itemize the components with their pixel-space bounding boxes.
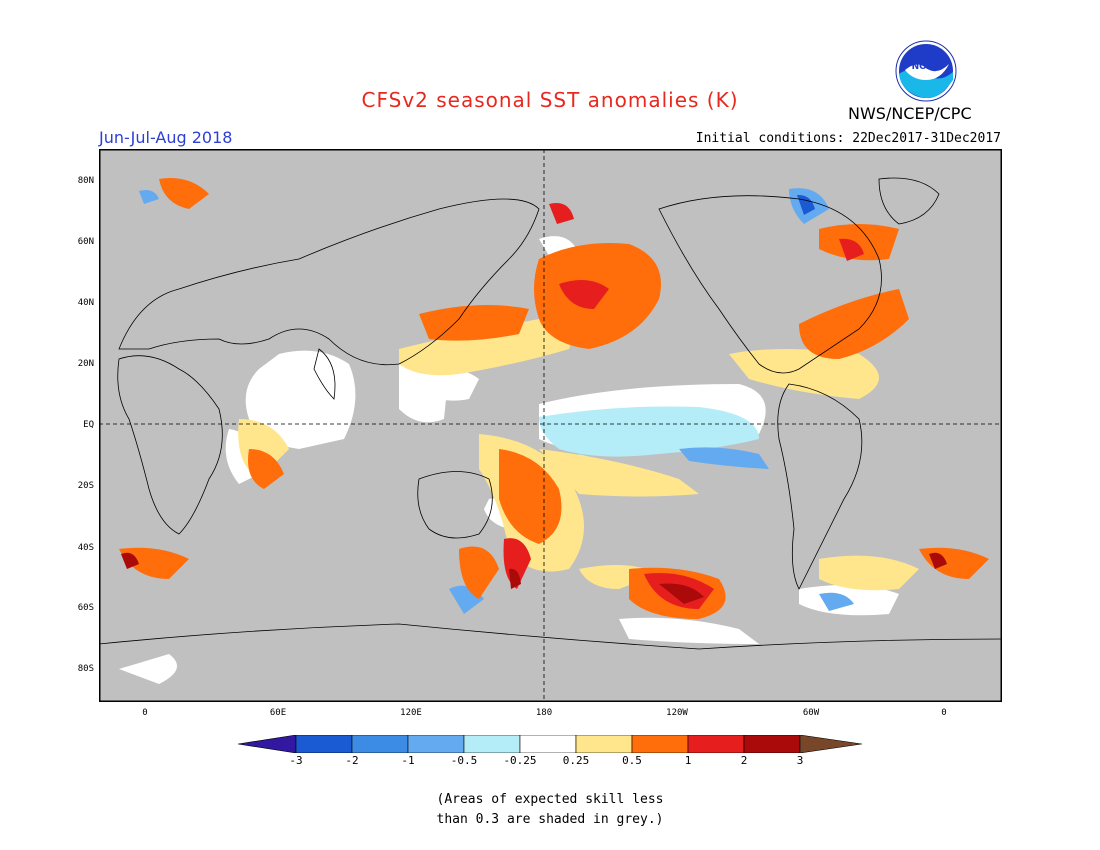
lon-label: 180 (535, 708, 553, 718)
anomaly-dark-blue (797, 194, 815, 215)
colorbar-cell (295, 735, 353, 753)
colorbar-cell (463, 735, 521, 753)
lat-label: 80S (77, 664, 94, 674)
colorbar-tick-label: 0.5 (622, 754, 642, 767)
lat-label: 80N (77, 176, 94, 186)
sst-anomaly-map (99, 149, 1002, 702)
lat-label: EQ (83, 420, 94, 430)
colorbar (238, 735, 862, 753)
lon-label: 120W (666, 708, 688, 718)
page-title: CFSv2 seasonal SST anomalies (K) (361, 88, 739, 112)
lon-label: 0 (941, 708, 947, 718)
colorbar-tick-label: 1 (684, 754, 692, 767)
colorbar-tick-label: 2 (740, 754, 748, 767)
colorbar-tick-label: -2 (345, 754, 359, 767)
lat-label: 20N (77, 359, 94, 369)
agency-label: NWS/NCEP/CPC (848, 104, 972, 123)
colorbar-cell (351, 735, 409, 753)
skill-note-line-2: than 0.3 are shaded in grey.) (436, 812, 664, 827)
colorbar-cell (743, 735, 801, 753)
colorbar-cell (519, 735, 577, 753)
colorbar-cell (799, 735, 862, 753)
colorbar-cell (575, 735, 633, 753)
colorbar-tick-label: -0.25 (503, 754, 537, 767)
colorbar-cell (687, 735, 745, 753)
lon-label: 0 (142, 708, 148, 718)
colorbar-tick-label: -1 (401, 754, 415, 767)
lat-label: 60S (77, 603, 94, 613)
lon-label: 120E (400, 708, 422, 718)
colorbar-cell (631, 735, 689, 753)
colorbar-cell (238, 735, 297, 753)
skill-note-line-1: (Areas of expected skill less (436, 792, 664, 807)
anomaly-dark-red (121, 552, 947, 604)
lat-label: 20S (77, 481, 94, 491)
lat-label: 40S (77, 543, 94, 553)
svg-text:NOAA: NOAA (912, 62, 941, 72)
lon-label: 60W (802, 708, 820, 718)
colorbar-tick-label: 0.25 (562, 754, 590, 767)
coastlines (99, 177, 1002, 650)
colorbar-tick-label: -3 (289, 754, 303, 767)
map-frame (99, 149, 1002, 702)
lat-label: 40N (77, 298, 94, 308)
noaa-logo: NOAA (895, 40, 957, 102)
lat-label: 60N (77, 237, 94, 247)
colorbar-cell (407, 735, 465, 753)
initial-conditions-label: Initial conditions: 22Dec2017-31Dec2017 (695, 131, 1001, 146)
season-label: Jun-Jul-Aug 2018 (99, 128, 233, 147)
colorbar-tick-label: 3 (796, 754, 804, 767)
lon-label: 60E (269, 708, 287, 718)
colorbar-tick-label: -0.5 (450, 754, 478, 767)
